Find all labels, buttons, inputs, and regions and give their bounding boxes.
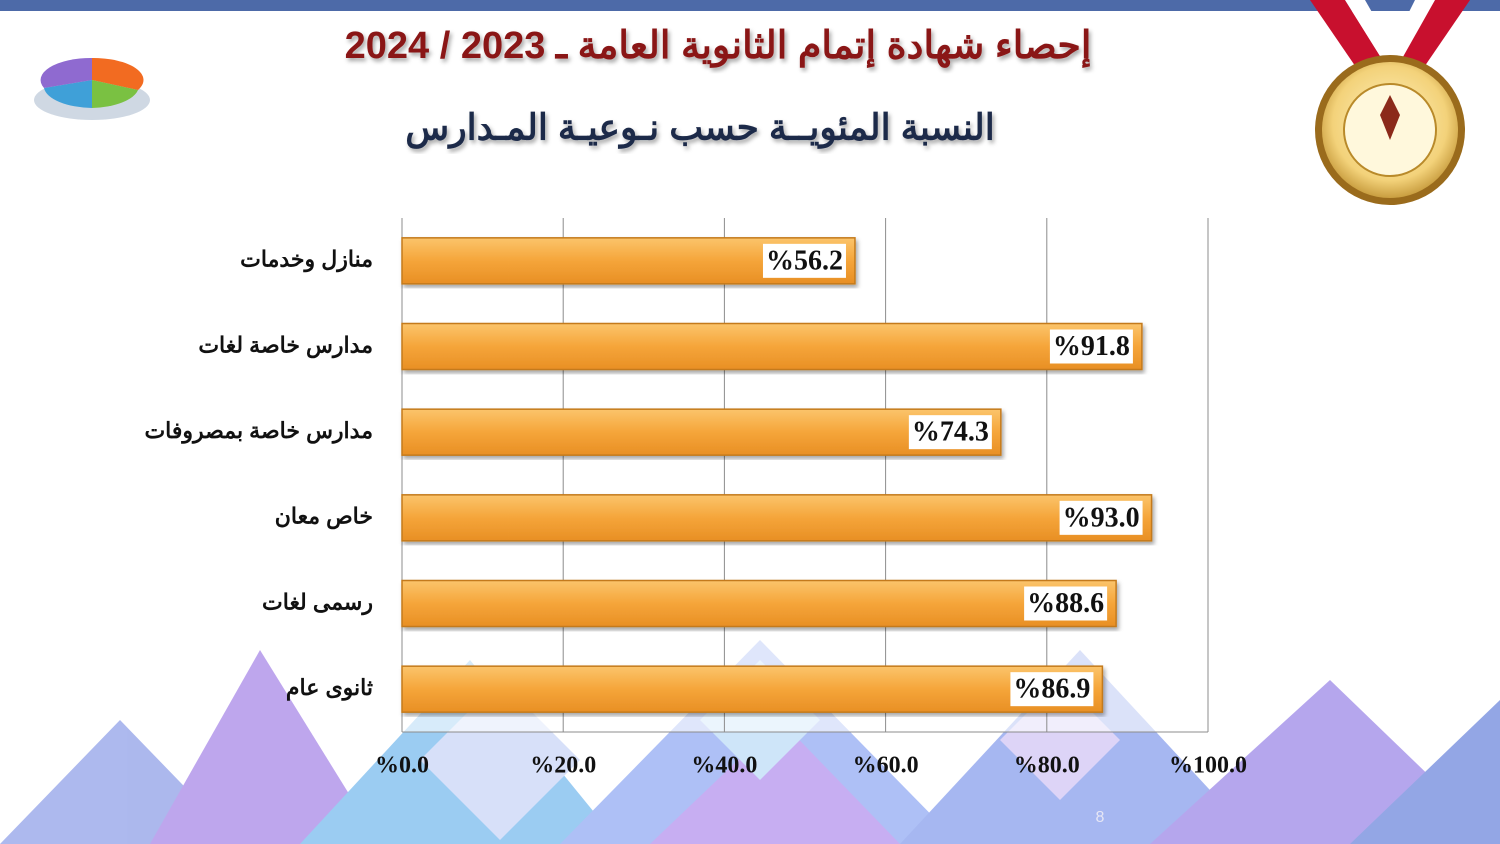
value-label: %91.8	[1053, 331, 1130, 362]
plot-background	[402, 218, 1208, 732]
bar	[401, 322, 1143, 371]
pie-icon	[34, 57, 150, 120]
y-tick-label: مدارس خاصة بمصروفات	[144, 418, 373, 444]
y-tick-label: خاص معان	[275, 504, 373, 530]
x-tick-label: %40.0	[691, 753, 757, 779]
bar	[401, 579, 1117, 628]
x-tick-label: %60.0	[853, 753, 919, 779]
plot-area: %0.0 %20.0 %40.0 %60.0 %80.0 %100.0 منازل وخدم…	[144, 218, 1247, 779]
y-tick-label: ثانوى عام	[286, 675, 373, 701]
value-label-background	[1024, 586, 1108, 621]
value-label: %74.3	[912, 417, 989, 448]
chart-subtitle: النسبة المئويــة حسب نـوعيـة المـدارس	[405, 107, 994, 150]
page-number: 8	[1096, 809, 1105, 826]
y-tick-label: مدارس خاصة لغات	[198, 332, 373, 358]
value-label-background	[1049, 329, 1133, 364]
x-tick-label: %20.0	[530, 753, 596, 779]
value-label-background	[1010, 672, 1094, 707]
x-tick-label: %80.0	[1014, 753, 1080, 779]
y-tick-label: رسمى لغات	[262, 589, 373, 615]
value-label: %88.6	[1027, 588, 1104, 619]
x-tick-label: %100.0	[1169, 753, 1247, 779]
value-label-background	[762, 243, 846, 278]
value-label-background	[908, 415, 992, 450]
value-label-background	[1059, 500, 1143, 535]
top-bar	[0, 0, 1500, 11]
y-tick-label: منازل وخدمات	[240, 247, 373, 273]
ministry-emblem	[1310, 0, 1470, 205]
bar	[401, 494, 1153, 542]
value-label: %86.9	[1013, 674, 1090, 705]
bar	[401, 665, 1104, 713]
value-label: %93.0	[1063, 502, 1140, 533]
bar	[401, 408, 1002, 456]
x-tick-label: %0.0	[375, 753, 429, 779]
chart-title: إحصاء شهادة إتمام الثانوية العامة ـ 2023…	[345, 25, 1092, 69]
value-label: %56.2	[766, 245, 843, 276]
